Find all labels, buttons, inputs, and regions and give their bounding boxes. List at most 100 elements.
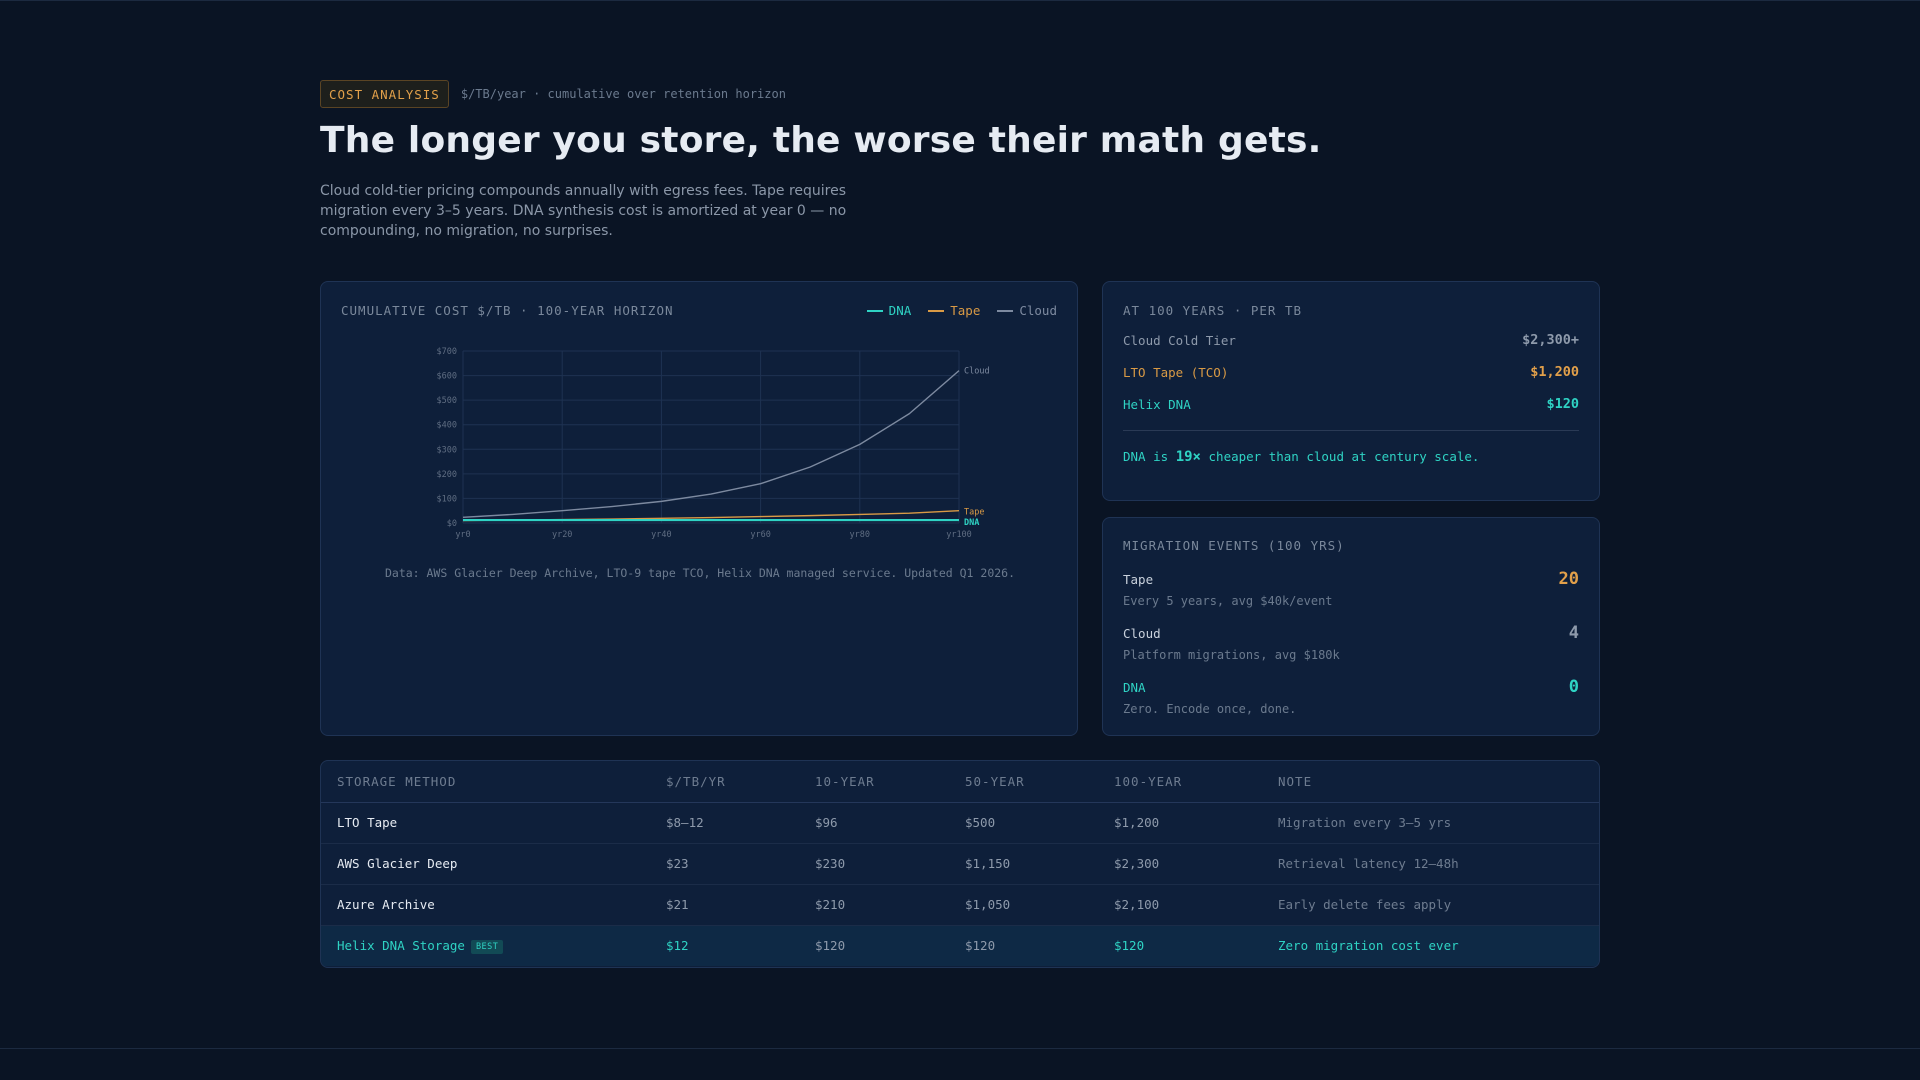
summary-label-cloud: Cloud Cold Tier <box>1123 332 1236 348</box>
cell-50-year: $500 <box>949 802 1098 844</box>
x-tick-label: yr80 <box>850 530 870 540</box>
table-row: AWS Glacier Deep $23 $230 $1,150 $2,300 … <box>321 843 1599 885</box>
cell-note: Early delete fees apply <box>1262 884 1599 926</box>
cumulative-cost-chart-card: $0 $100 $200 $300 $400 $500 $600 $700 yr0 yr20 yr4… <box>320 281 1078 736</box>
table-row: Azure Archive $21 $210 $1,050 $2,100 Ear… <box>321 884 1599 926</box>
table-header-row: STORAGE METHOD $/TB/YR 10-YEAR 50-YEAR 1… <box>321 761 1599 803</box>
page-lede: Cloud cold-tier pricing compounds annual… <box>320 183 847 239</box>
eyebrow-note: $/TB/year · cumulative over retention ho… <box>460 87 786 101</box>
migration-row-cloud: Cloud Platform migrations, avg $180k 4 <box>1123 623 1579 662</box>
migration-name-dna: DNA <box>1123 680 1146 695</box>
eyebrow: COST ANALYSIS $/TB/year · cumulative ove… <box>320 80 786 108</box>
legend-label-cloud: Cloud <box>1019 303 1057 318</box>
section-badge: COST ANALYSIS <box>320 80 449 108</box>
cell-50-year: $120 <box>949 925 1098 966</box>
summary-label-tape: LTO Tape (TCO) <box>1123 364 1229 380</box>
summary-callout: DNA is 19× cheaper than cloud at century… <box>1123 449 1479 465</box>
century-cost-summary-card: AT 100 YEARS · PER TB Cloud Cold Tier $2… <box>1102 281 1600 501</box>
callout-post: cheaper than cloud at century scale. <box>1208 449 1480 464</box>
cell-note: Retrieval latency 12–48h <box>1262 843 1599 885</box>
column-header-method: STORAGE METHOD <box>321 761 650 803</box>
column-header-10-year: 10-YEAR <box>799 761 949 803</box>
legend-swatch-tape <box>928 309 945 312</box>
y-tick-label: $100 <box>437 494 457 504</box>
x-tick-label: yr40 <box>651 530 671 540</box>
cell-method: LTO Tape <box>321 802 650 844</box>
cell-100-year: $2,100 <box>1098 884 1262 926</box>
legend-swatch-cloud <box>997 309 1014 312</box>
cell-10-year: $120 <box>799 925 949 966</box>
x-tick-label: yr60 <box>750 530 770 540</box>
cell-100-year: $1,200 <box>1098 802 1262 844</box>
summary-row-dna: Helix DNA $120 <box>1123 396 1579 412</box>
cell-method: AWS Glacier Deep <box>321 843 650 885</box>
cell-rate: $21 <box>650 884 799 926</box>
summary-row-tape: LTO Tape (TCO) $1,200 <box>1123 364 1579 380</box>
cell-rate: $12 <box>650 925 799 966</box>
migration-count-dna: 0 <box>1568 677 1579 697</box>
migration-count-cloud: 4 <box>1568 623 1579 643</box>
cell-rate: $8–12 <box>650 802 799 844</box>
series-end-label-cloud: Cloud <box>964 367 990 377</box>
legend-label-tape: Tape <box>950 303 981 318</box>
x-tick-label: yr0 <box>455 530 470 540</box>
column-header-note: NOTE <box>1262 761 1599 803</box>
cell-10-year: $230 <box>799 843 949 885</box>
migration-desc-dna: Zero. Encode once, done. <box>1123 702 1297 716</box>
column-header-50-year: 50-YEAR <box>949 761 1098 803</box>
migration-name-tape: Tape <box>1123 572 1154 587</box>
y-tick-label: $300 <box>437 445 457 455</box>
cell-50-year: $1,050 <box>949 884 1098 926</box>
y-tick-label: $400 <box>437 421 457 431</box>
column-header-rate: $/TB/YR <box>650 761 799 803</box>
legend-label-dna: DNA <box>888 303 912 318</box>
summary-row-cloud: Cloud Cold Tier $2,300+ <box>1123 332 1579 348</box>
method-name: Helix DNA Storage <box>337 937 465 953</box>
cell-10-year: $210 <box>799 884 949 926</box>
table-row-highlighted: Helix DNA Storage BEST $12 $120 $120 $120… <box>321 925 1599 966</box>
series-line-cloud <box>462 370 960 519</box>
migration-name-cloud: Cloud <box>1123 626 1161 641</box>
page-title: The longer you store, the worse their ma… <box>320 120 1322 161</box>
migration-desc-cloud: Platform migrations, avg $180k <box>1123 648 1340 662</box>
x-tick-label: yr20 <box>552 530 572 540</box>
y-tick-label: $0 <box>447 519 457 529</box>
legend-item-tape: Tape <box>928 303 980 318</box>
summary-value-cloud: $2,300+ <box>1522 332 1579 348</box>
table-row: LTO Tape $8–12 $96 $500 $1,200 Migration… <box>321 802 1599 844</box>
chart-title: CUMULATIVE COST $/TB · 100-YEAR HORIZON <box>341 303 674 318</box>
column-header-100-year: 100-YEAR <box>1098 761 1262 803</box>
y-tick-label: $600 <box>437 372 457 382</box>
legend-item-cloud: Cloud <box>997 303 1057 318</box>
cell-10-year: $96 <box>799 802 949 844</box>
best-badge: BEST <box>470 939 504 954</box>
callout-pre: DNA is <box>1123 449 1169 464</box>
y-tick-label: $700 <box>437 347 457 357</box>
series-end-label-tape: Tape <box>964 508 984 518</box>
chart-legend: DNA Tape Cloud <box>866 303 1057 318</box>
y-tick-label: $500 <box>437 396 457 406</box>
y-tick-label: $200 <box>437 470 457 480</box>
cell-100-year: $2,300 <box>1098 843 1262 885</box>
callout-multiplier: 19× <box>1175 449 1201 465</box>
migration-count-tape: 20 <box>1558 569 1579 589</box>
cell-50-year: $1,150 <box>949 843 1098 885</box>
bottom-divider <box>0 1048 1920 1049</box>
summary-label-dna: Helix DNA <box>1123 396 1191 412</box>
cumulative-cost-chart: $0 $100 $200 $300 $400 $500 $600 $700 yr0 yr20 yr4… <box>437 347 990 540</box>
summary-value-dna: $120 <box>1546 396 1579 412</box>
cell-method: Helix DNA Storage BEST <box>321 925 650 966</box>
migration-desc-tape: Every 5 years, avg $40k/event <box>1123 594 1333 608</box>
x-tick-label: yr100 <box>946 530 972 540</box>
cell-100-year: $120 <box>1098 925 1262 966</box>
series-end-label-dna: DNA <box>964 518 979 528</box>
cell-note: Zero migration cost ever <box>1262 925 1599 966</box>
chart-source-note: Data: AWS Glacier Deep Archive, LTO-9 ta… <box>384 566 1016 580</box>
summary-divider <box>1123 430 1579 431</box>
migration-row-dna: DNA Zero. Encode once, done. 0 <box>1123 677 1579 716</box>
cell-note: Migration every 3–5 yrs <box>1262 802 1599 844</box>
summary-title: AT 100 YEARS · PER TB <box>1123 303 1303 318</box>
top-divider <box>0 0 1920 1</box>
storage-comparison-table: STORAGE METHOD $/TB/YR 10-YEAR 50-YEAR 1… <box>321 761 1599 966</box>
migration-row-tape: Tape Every 5 years, avg $40k/event 20 <box>1123 569 1579 608</box>
